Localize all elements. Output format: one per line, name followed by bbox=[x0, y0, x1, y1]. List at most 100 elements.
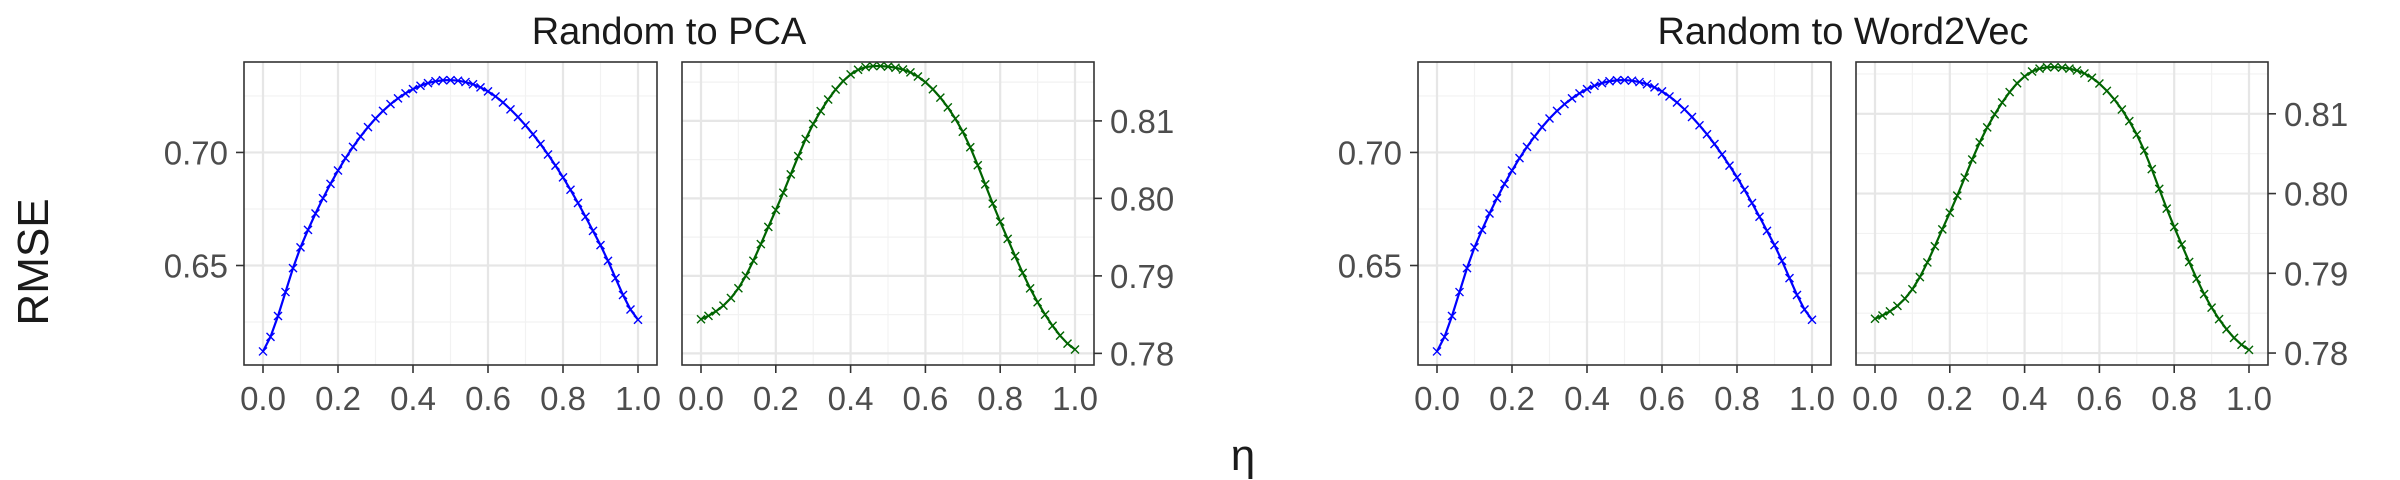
data-point-marker bbox=[1040, 310, 1050, 320]
data-point-marker bbox=[838, 76, 848, 86]
data-point-marker bbox=[2094, 79, 2104, 89]
chart-panel-4: 0.0 0.2 0.4 0.6 0.8 1.0 0.78 0.79 0.80 0.81 bbox=[1852, 61, 2348, 417]
panel-border bbox=[1417, 61, 1832, 366]
data-point-marker bbox=[1785, 273, 1794, 283]
data-point-marker bbox=[1975, 137, 1985, 147]
data-point-marker bbox=[1552, 106, 1562, 116]
data-point-marker bbox=[2222, 324, 2232, 334]
data-point-marker bbox=[2087, 73, 2097, 83]
data-point-marker bbox=[551, 161, 560, 171]
data-point-marker bbox=[356, 132, 365, 142]
data-point-marker bbox=[733, 283, 743, 293]
data-point-marker bbox=[2162, 204, 2172, 214]
x-tick-label: 0.0 bbox=[1852, 380, 1898, 417]
x-tick-label: 0.6 bbox=[902, 380, 948, 417]
data-point-marker bbox=[943, 102, 953, 112]
data-point-marker bbox=[2139, 146, 2149, 156]
data-point-marker bbox=[1892, 301, 1902, 311]
data-point-marker bbox=[1952, 191, 1962, 201]
data-point-marker bbox=[973, 160, 983, 170]
x-tick-label: 0.8 bbox=[977, 380, 1023, 417]
x-tick-label: 0.8 bbox=[2151, 380, 2197, 417]
data-point-marker bbox=[1657, 86, 1667, 96]
data-point-marker bbox=[296, 242, 305, 252]
data-point-marker bbox=[1877, 310, 1887, 320]
y-axis-title: RMSE bbox=[9, 198, 58, 325]
data-point-marker bbox=[1048, 321, 1058, 331]
data-point-marker bbox=[371, 114, 380, 124]
data-point-marker bbox=[2102, 86, 2112, 96]
data-point-marker bbox=[2154, 184, 2164, 194]
data-point-marker bbox=[1530, 132, 1539, 142]
x-tick-label: 0.4 bbox=[390, 380, 436, 417]
data-point-marker bbox=[913, 71, 923, 81]
data-point-marker bbox=[2237, 340, 2247, 350]
data-point-marker bbox=[581, 212, 590, 222]
data-point-marker bbox=[1997, 97, 2007, 107]
data-point-marker bbox=[1650, 82, 1659, 92]
data-point-marker bbox=[1672, 97, 1682, 107]
data-point-marker bbox=[1597, 78, 1607, 88]
data-point-marker bbox=[2035, 64, 2045, 74]
x-tick-label: 0.2 bbox=[315, 380, 361, 417]
data-point-marker bbox=[980, 179, 990, 189]
data-point-marker bbox=[1982, 122, 1992, 132]
x-tick-label: 0.2 bbox=[753, 380, 799, 417]
y-tick-label: 0.78 bbox=[2284, 335, 2348, 372]
data-point-marker bbox=[1945, 208, 1955, 218]
y-tick-label: 0.79 bbox=[2284, 255, 2348, 292]
data-point-marker bbox=[920, 77, 930, 87]
data-point-marker bbox=[2109, 94, 2119, 104]
data-point-marker bbox=[611, 273, 620, 283]
data-point-marker bbox=[363, 122, 373, 132]
data-point-marker bbox=[950, 114, 960, 124]
data-point-marker bbox=[703, 311, 713, 321]
data-point-marker bbox=[393, 93, 403, 103]
data-point-marker bbox=[696, 314, 706, 324]
data-point-marker bbox=[786, 169, 796, 179]
data-point-marker bbox=[1033, 297, 1043, 307]
data-point-marker bbox=[763, 222, 773, 232]
data-point-marker bbox=[2214, 314, 2224, 324]
data-point-marker bbox=[566, 185, 575, 195]
data-point-marker bbox=[2147, 164, 2157, 174]
x-tick-label: 0.4 bbox=[828, 380, 874, 417]
data-point-marker bbox=[491, 91, 500, 101]
data-point-marker bbox=[868, 61, 878, 71]
data-point-marker bbox=[1070, 345, 1080, 354]
panel-title: Random to Word2Vec bbox=[1657, 11, 2028, 53]
x-tick-label: 0.0 bbox=[240, 380, 286, 417]
data-point-marker bbox=[890, 63, 900, 73]
data-point-marker bbox=[1500, 179, 1509, 189]
data-point-marker bbox=[1990, 109, 2000, 119]
panel-border bbox=[243, 61, 658, 366]
data-point-marker bbox=[823, 95, 833, 105]
data-point-marker bbox=[498, 97, 508, 107]
data-point-marker bbox=[431, 76, 440, 86]
data-point-marker bbox=[1717, 150, 1727, 160]
data-point-marker bbox=[935, 93, 945, 103]
data-point-marker bbox=[846, 69, 856, 79]
data-point-marker bbox=[1627, 76, 1637, 86]
data-point-marker bbox=[326, 179, 335, 189]
data-point-marker bbox=[1915, 272, 1925, 282]
data-point-marker bbox=[771, 205, 781, 215]
chart-panel-3: 0.0 0.2 0.4 0.6 0.8 1.0 0.65 0.70 Random to Word… bbox=[1338, 11, 2029, 417]
data-point-marker bbox=[543, 150, 553, 160]
x-axis-title: η bbox=[1231, 431, 1255, 480]
data-point-marker bbox=[1747, 198, 1757, 208]
data-point-marker bbox=[1447, 311, 1457, 321]
data-point-marker bbox=[1702, 129, 1712, 139]
data-point-marker bbox=[1807, 315, 1817, 325]
data-point-marker bbox=[1507, 166, 1517, 176]
data-point-marker bbox=[778, 188, 788, 198]
data-point-marker bbox=[1922, 257, 1932, 267]
data-point-marker bbox=[521, 120, 530, 130]
data-point-marker bbox=[603, 256, 613, 266]
data-point-marker bbox=[2057, 63, 2067, 73]
data-point-marker bbox=[408, 84, 418, 94]
data-point-marker bbox=[588, 226, 598, 236]
data-point-marker bbox=[1870, 314, 1880, 324]
data-point-marker bbox=[1967, 154, 1977, 164]
